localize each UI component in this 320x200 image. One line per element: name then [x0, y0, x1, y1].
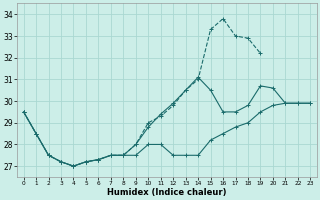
X-axis label: Humidex (Indice chaleur): Humidex (Indice chaleur): [107, 188, 227, 197]
